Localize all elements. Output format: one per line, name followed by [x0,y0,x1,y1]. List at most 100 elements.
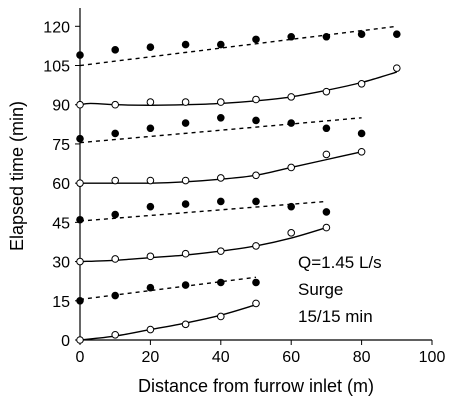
x-axis-ticks: 0 20 40 60 80 100 [76,340,446,366]
recession-point [322,124,331,133]
advance-fit-curve [79,304,257,341]
recession-fit-line [79,200,327,222]
recession-point [111,129,119,138]
series-2 [76,276,260,305]
recession-point [252,197,260,206]
x-tick-label: 60 [282,349,300,366]
x-tick-label: 0 [76,349,85,366]
advance-point [146,176,155,185]
y-tick-label: 45 [52,215,70,232]
advance-point [322,87,331,96]
recession-point [181,119,190,127]
recession-point [76,296,84,305]
advance-point [287,163,296,172]
advance-point [322,150,331,159]
recession-point [76,215,84,224]
series-5 [76,147,366,187]
y-tick-label: 30 [52,255,70,272]
advance-point [217,98,225,106]
y-tick-label: 0 [61,333,70,350]
series-1 [76,299,260,344]
y-tick-label: 60 [52,176,70,193]
recession-point [252,116,260,125]
advance-point [76,336,84,344]
recession-point [252,35,260,44]
recession-fit-line [79,25,397,67]
recession-point [146,202,155,211]
annotation-cycle: 15/15 min [298,307,373,326]
series-7 [76,64,401,109]
plot-area: 0 20 40 60 80 100 0 15 30 45 60 75 90 105 120 [43,8,445,366]
advance-point [146,252,155,261]
recession-point [217,113,225,122]
x-tick-label: 100 [419,349,446,366]
y-tick-label: 105 [43,59,70,76]
recession-point [287,202,296,211]
advance-point [322,223,331,232]
advance-point [76,100,84,109]
advance-point [181,249,190,258]
recession-point [181,200,190,208]
recession-point [111,210,119,219]
advance-point [252,171,260,180]
advance-point [76,179,84,187]
advance-point [111,255,119,263]
y-tick-label: 75 [52,137,70,154]
advance-point [111,330,119,339]
recession-point [76,134,84,143]
recession-point [111,291,119,300]
annotation-flow-rate: Q=1.45 L/s [298,253,382,272]
advance-point [76,257,84,266]
recession-point [252,278,260,287]
advance-point [181,176,190,185]
recession-point [322,32,331,41]
advance-point [111,176,119,185]
recession-point [181,281,190,289]
y-axis-title: Elapsed time (min) [7,101,27,251]
advance-point [146,325,155,334]
recession-point [393,30,401,38]
advance-point [111,100,119,109]
advance-point [252,95,260,104]
advance-point [357,147,366,156]
recession-point [76,51,84,59]
recession-point [111,46,119,54]
series-layer [76,25,401,344]
annotation-surge: Surge [298,280,343,299]
advance-point [181,98,190,106]
advance-point [287,229,296,237]
recession-point [357,30,366,38]
recession-fit-line [79,276,257,301]
advance-point [217,174,225,182]
advance-point [252,242,260,250]
series-4 [76,197,331,224]
recession-point [146,124,155,133]
y-tick-label: 15 [52,294,70,311]
x-tick-label: 40 [212,349,230,366]
recession-fit-line [79,117,362,144]
y-axis-ticks: 0 15 30 45 60 75 90 105 120 [43,19,80,350]
annotation-block: Q=1.45 L/s Surge 15/15 min [298,253,382,326]
advance-point [146,98,155,106]
recession-point [217,278,225,287]
recession-point [357,129,366,138]
series-8 [76,25,401,67]
recession-point [217,197,225,206]
advance-point [217,247,225,255]
x-tick-label: 80 [353,349,371,366]
recession-point [181,40,190,49]
series-6 [76,113,366,144]
recession-point [146,43,155,52]
advance-point [181,320,190,329]
advance-fit-curve [79,71,397,106]
y-tick-label: 120 [43,19,70,36]
x-tick-label: 20 [142,349,160,366]
advance-point [217,312,225,321]
recession-point [217,40,225,49]
series-3 [76,223,331,266]
advance-point [357,80,366,88]
recession-point [146,283,155,292]
recession-point [322,208,331,216]
advance-point [252,299,260,308]
